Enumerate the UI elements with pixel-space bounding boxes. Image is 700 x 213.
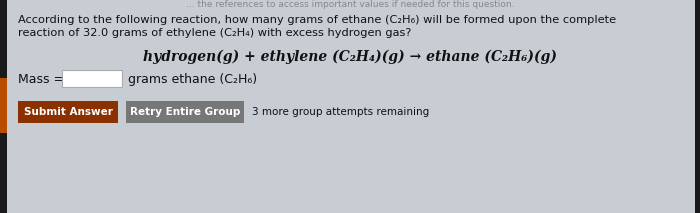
Text: hydrogen(g) + ethylene (C₂H₄)(g) → ethane (C₂H₆)(g): hydrogen(g) + ethylene (C₂H₄)(g) → ethan… [143,50,557,64]
Text: According to the following reaction, how many grams of ethane (C₂H₆) will be for: According to the following reaction, how… [18,15,616,25]
FancyBboxPatch shape [695,0,700,213]
FancyBboxPatch shape [0,78,7,133]
FancyBboxPatch shape [126,101,244,123]
Text: Retry Entire Group: Retry Entire Group [130,107,240,117]
Text: 3 more group attempts remaining: 3 more group attempts remaining [252,107,429,117]
Text: ... the references to access important values if needed for this question.: ... the references to access important v… [186,0,514,9]
Text: Submit Answer: Submit Answer [24,107,113,117]
FancyBboxPatch shape [18,101,118,123]
FancyBboxPatch shape [0,0,7,213]
Text: Mass =: Mass = [18,73,64,86]
Text: reaction of 32.0 grams of ethylene (C₂H₄) with excess hydrogen gas?: reaction of 32.0 grams of ethylene (C₂H₄… [18,28,412,38]
FancyBboxPatch shape [62,70,122,87]
Text: grams ethane (C₂H₆): grams ethane (C₂H₆) [128,73,257,86]
